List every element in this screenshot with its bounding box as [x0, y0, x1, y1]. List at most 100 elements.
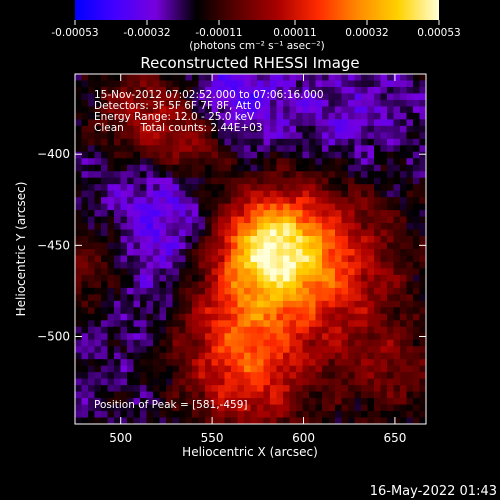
- heatmap-cell: [166, 261, 174, 270]
- heatmap-cell: [380, 190, 388, 198]
- heatmap-cell: [419, 132, 426, 140]
- heatmap-cell: [400, 80, 408, 88]
- heatmap-cell: [361, 197, 369, 205]
- heatmap-cell: [413, 346, 421, 354]
- heatmap-cell: [393, 177, 401, 185]
- heatmap-cell: [315, 119, 323, 127]
- heatmap-cell: [75, 151, 83, 159]
- heatmap-cell: [315, 86, 323, 95]
- heatmap-cell: [354, 274, 362, 283]
- heatmap-cell: [380, 125, 388, 133]
- heatmap-cell: [140, 86, 148, 95]
- heatmap-cell: [387, 74, 395, 82]
- heatmap-cell: [302, 398, 310, 406]
- heatmap-cell: [257, 287, 265, 295]
- heatmap-cell: [159, 197, 167, 205]
- heatmap-cell: [101, 268, 109, 276]
- heatmap-cell: [393, 274, 401, 283]
- heatmap-cell: [237, 320, 245, 328]
- heatmap-cell: [81, 365, 89, 373]
- heatmap-cell: [237, 158, 245, 166]
- heatmap-cell: [94, 145, 102, 153]
- heatmap-cell: [94, 158, 102, 166]
- heatmap-cell: [146, 261, 154, 270]
- heatmap-cell: [354, 190, 362, 198]
- heatmap-cell: [133, 287, 141, 295]
- heatmap-cell: [88, 339, 96, 347]
- heatmap-cell: [185, 261, 193, 270]
- heatmap-cell: [179, 294, 187, 302]
- heatmap-cell: [205, 242, 213, 250]
- heatmap-cell: [296, 320, 304, 328]
- heatmap-cell: [166, 339, 174, 347]
- heatmap-cell: [140, 417, 148, 424]
- heatmap-cell: [114, 242, 122, 250]
- heatmap-cell: [393, 86, 401, 95]
- heatmap-cell: [192, 197, 200, 205]
- heatmap-cell: [140, 404, 148, 412]
- heatmap-cell: [140, 339, 148, 347]
- heatmap-cell: [198, 86, 206, 95]
- heatmap-cell: [393, 197, 401, 205]
- heatmap-cell: [257, 326, 265, 334]
- heatmap-cell: [88, 378, 96, 386]
- heatmap-cell: [406, 223, 414, 231]
- heatmap-cell: [257, 339, 265, 347]
- heatmap-cell: [413, 80, 421, 88]
- heatmap-cell: [250, 80, 258, 88]
- heatmap-cell: [387, 313, 395, 321]
- heatmap-cell: [127, 216, 135, 224]
- heatmap-cell: [348, 190, 356, 198]
- heatmap-cell: [146, 313, 154, 321]
- heatmap-cell: [315, 216, 323, 224]
- heatmap-cell: [354, 372, 362, 380]
- heatmap-cell: [367, 229, 375, 237]
- heatmap-cell: [250, 93, 258, 101]
- heatmap-cell: [341, 385, 349, 393]
- heatmap-cell: [192, 417, 200, 424]
- heatmap-cell: [413, 281, 421, 289]
- heatmap-cell: [419, 74, 426, 82]
- heatmap-cell: [192, 268, 200, 276]
- heatmap-cell: [114, 236, 122, 244]
- heatmap-cell: [81, 99, 89, 108]
- heatmap-cell: [224, 398, 232, 406]
- heatmap-cell: [244, 391, 252, 399]
- heatmap-cell: [218, 320, 226, 328]
- heatmap-cell: [296, 223, 304, 231]
- heatmap-cell: [387, 86, 395, 95]
- heatmap-cell: [81, 398, 89, 406]
- heatmap-cell: [257, 320, 265, 328]
- heatmap-cell: [179, 106, 187, 114]
- heatmap-cell: [322, 223, 330, 231]
- heatmap-cell: [374, 287, 382, 295]
- heatmap-cell: [127, 112, 135, 120]
- heatmap-cell: [127, 223, 135, 231]
- heatmap-cell: [211, 320, 219, 328]
- heatmap-cell: [393, 151, 401, 159]
- heatmap-cell: [211, 333, 219, 341]
- heatmap-cell: [88, 145, 96, 153]
- heatmap-cell: [107, 99, 115, 108]
- heatmap-cell: [361, 404, 369, 412]
- heatmap-cell: [237, 171, 245, 179]
- heatmap-cell: [231, 287, 239, 295]
- heatmap-cell: [400, 86, 408, 95]
- heatmap-cell: [250, 326, 258, 334]
- heatmap-cell: [250, 274, 258, 283]
- heatmap-cell: [244, 203, 252, 211]
- heatmap-cell: [380, 112, 388, 120]
- heatmap-cell: [114, 313, 122, 321]
- heatmap-cell: [205, 171, 213, 179]
- heatmap-cell: [224, 93, 232, 101]
- heatmap-cell: [237, 261, 245, 270]
- heatmap-cell: [140, 287, 148, 295]
- heatmap-cell: [322, 391, 330, 399]
- heatmap-cell: [172, 184, 180, 192]
- heatmap-cell: [114, 300, 122, 308]
- heatmap-cell: [224, 249, 232, 257]
- heatmap-cell: [413, 352, 421, 360]
- heatmap-cell: [218, 307, 226, 315]
- heatmap-cell: [374, 138, 382, 146]
- heatmap-cell: [348, 378, 356, 386]
